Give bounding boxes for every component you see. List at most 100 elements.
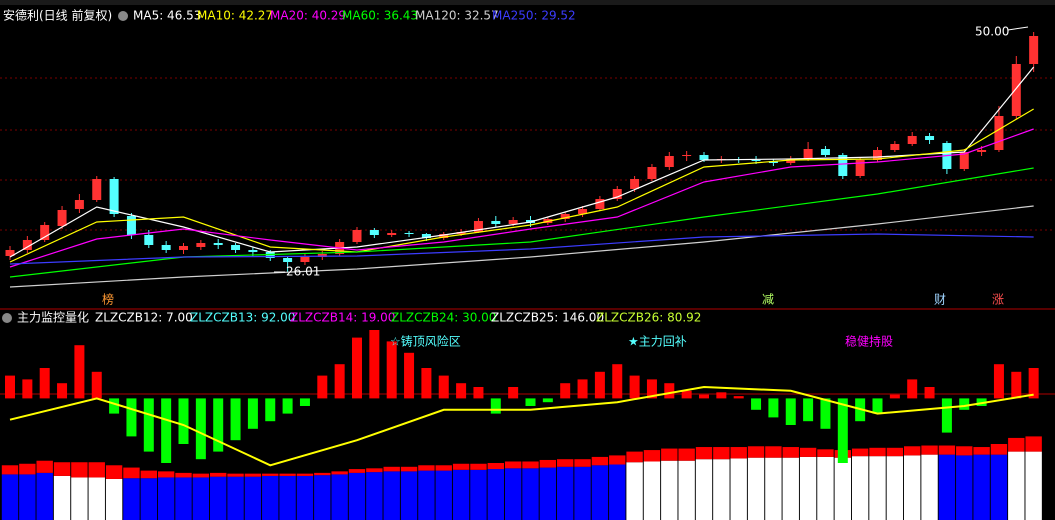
cap-bar	[418, 465, 435, 471]
histogram-bar	[213, 398, 224, 452]
candle-body	[213, 243, 223, 245]
cap-bar	[938, 445, 956, 455]
base-bar	[956, 455, 973, 520]
base-bar	[418, 470, 435, 520]
histogram-bar	[161, 398, 172, 463]
base-bar	[157, 477, 175, 520]
base-bar	[557, 466, 574, 520]
candle-body	[473, 221, 483, 232]
histogram-bar	[404, 352, 415, 399]
annotation: 稳健持股	[845, 334, 893, 349]
ma-line	[9, 128, 1034, 268]
base-bar	[400, 471, 418, 520]
cap-bar	[88, 462, 105, 478]
cap-bar	[557, 459, 574, 467]
cap-bar	[522, 461, 539, 469]
candle-body	[439, 234, 449, 238]
histogram-bar	[993, 364, 1004, 399]
base-bar	[296, 475, 314, 520]
candle-body	[855, 160, 865, 176]
cap-bar	[123, 467, 140, 479]
legend-entry: ZLZCZB24: 30.00	[391, 311, 496, 325]
histogram-bar	[664, 383, 675, 399]
histogram-bar	[230, 398, 241, 441]
candle-body	[40, 225, 50, 240]
candle-body	[647, 167, 657, 179]
candle-body	[387, 233, 397, 235]
base-bar	[695, 459, 713, 520]
histogram-bar	[490, 398, 501, 414]
histogram-bar	[907, 379, 918, 399]
candle-body	[74, 200, 84, 209]
base-bar	[53, 475, 71, 520]
candle-body	[630, 179, 640, 189]
grid	[0, 77, 1055, 231]
candle-body	[179, 246, 188, 250]
cap-bar	[452, 463, 470, 470]
event-label: 榜	[102, 292, 114, 307]
histogram-bar	[74, 345, 85, 399]
cap-bar	[782, 447, 799, 458]
base-bar	[348, 472, 366, 520]
cap-bar	[869, 447, 886, 457]
base-bar	[921, 454, 938, 520]
cap-bar	[487, 463, 504, 470]
cap-bar	[19, 463, 36, 475]
cap-bar	[747, 446, 765, 458]
plot	[1, 32, 1042, 520]
cap-bar	[990, 444, 1008, 455]
candle-body	[508, 220, 518, 224]
base-bar	[782, 457, 799, 520]
ma-line	[9, 205, 1034, 288]
cap-bar	[366, 468, 383, 473]
base-bar	[713, 459, 730, 520]
cap-bar	[591, 456, 609, 466]
chart-title: 安德利(日线 前复权)	[3, 8, 112, 23]
candle-body	[959, 152, 969, 169]
candle-body	[803, 149, 813, 159]
candle-body	[144, 235, 154, 245]
histogram-bar	[473, 387, 484, 399]
histogram-bar	[438, 375, 449, 399]
base-bar	[522, 468, 539, 520]
candle-body	[925, 136, 935, 140]
histogram-bar	[768, 398, 779, 418]
candle-body	[109, 179, 119, 214]
histogram-bar	[542, 398, 553, 403]
base-bar	[314, 475, 331, 520]
candle-body	[126, 216, 136, 235]
legend-bg	[0, 7, 1055, 25]
base-bar	[123, 478, 140, 520]
settings-icon[interactable]	[2, 313, 12, 323]
cap-bar	[817, 449, 834, 457]
base-bar	[279, 475, 296, 520]
candle-body	[283, 258, 293, 262]
candle-body	[578, 209, 588, 214]
legend-entry: MA120: 32.57	[415, 9, 499, 23]
histogram-bar	[629, 375, 640, 399]
histogram-bar	[646, 379, 657, 399]
base-bar	[175, 477, 192, 520]
base-bar	[661, 460, 678, 520]
base-bar	[487, 469, 504, 520]
legend-entry: ZLZCZB14: 19.00	[290, 311, 395, 325]
cap-bar	[904, 446, 921, 456]
candle-body	[369, 230, 379, 235]
settings-icon[interactable]	[118, 11, 128, 21]
cap-bar	[713, 447, 730, 460]
base-bar	[938, 454, 956, 520]
histogram-bar	[924, 387, 935, 399]
cap-bar	[1, 465, 19, 475]
cap-bar	[53, 462, 71, 476]
histogram-bar	[872, 398, 883, 414]
candle-body	[786, 159, 796, 163]
event-label: 减	[762, 293, 774, 307]
cap-bar	[921, 445, 938, 455]
candle-body	[92, 179, 102, 200]
candle-body	[664, 156, 674, 167]
cap-bar	[210, 472, 227, 477]
ma-line	[9, 233, 1034, 265]
panel-title: 主力监控量化	[17, 311, 89, 325]
candle-body	[994, 116, 1004, 150]
cap-bar	[36, 460, 53, 473]
